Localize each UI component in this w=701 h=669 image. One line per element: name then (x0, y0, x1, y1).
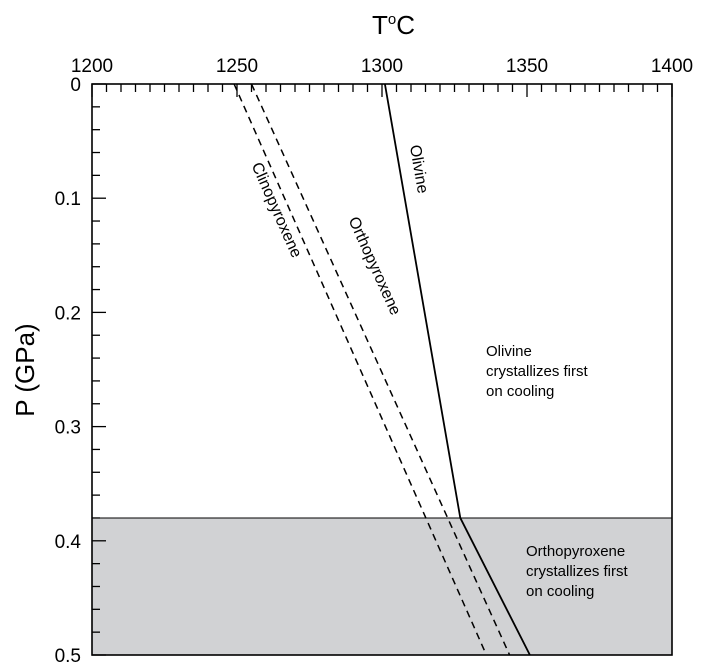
x-tick-label: 1250 (216, 56, 258, 77)
y-tick-label: 0.1 (55, 189, 81, 210)
x-axis-title-unit: C (396, 10, 415, 40)
x-tick-label: 1200 (71, 56, 113, 77)
orthopyroxene-field-area (92, 517, 672, 655)
curves-layer (233, 83, 531, 656)
orthopyroxene-field-label-line: crystallizes first (526, 563, 629, 580)
y-axis-title: P (GPa) (10, 323, 40, 416)
olivine-field-label-line: Olivine (486, 343, 532, 360)
olivine-field-area (92, 84, 672, 518)
orthopyroxene-field-label-line: Orthopyroxene (526, 543, 625, 560)
olivine-curve (384, 83, 531, 656)
y-tick-label: 0.4 (55, 532, 82, 553)
orthopyroxene-field-label: Orthopyroxene crystallizes first on coolin… (526, 543, 629, 600)
clinopyroxene-curve (233, 83, 488, 656)
x-tick-label: 1350 (506, 56, 548, 77)
orthopyroxene-field-label-line: on cooling (526, 583, 594, 600)
y-tick-label: 0.5 (55, 646, 81, 667)
x-axis-title: ToC (372, 10, 415, 40)
ticks-layer (91, 83, 673, 656)
orthopyroxene-curve (250, 83, 511, 656)
x-axis-title-main: T (372, 10, 388, 40)
regions-layer (92, 84, 672, 655)
y-tick-label: 0.3 (55, 418, 81, 439)
olivine-field-label: Olivine crystallizes first on cooling (486, 343, 589, 400)
y-tick-label: 0.2 (55, 303, 81, 324)
olivine-field-label-line: on cooling (486, 383, 554, 400)
olivine-field-label-line: crystallizes first (486, 363, 589, 380)
x-tick-label: 1400 (651, 56, 693, 77)
x-axis-title-superscript: o (388, 11, 396, 28)
x-tick-label: 1300 (361, 56, 403, 77)
y-tick-label: 0 (70, 75, 81, 96)
